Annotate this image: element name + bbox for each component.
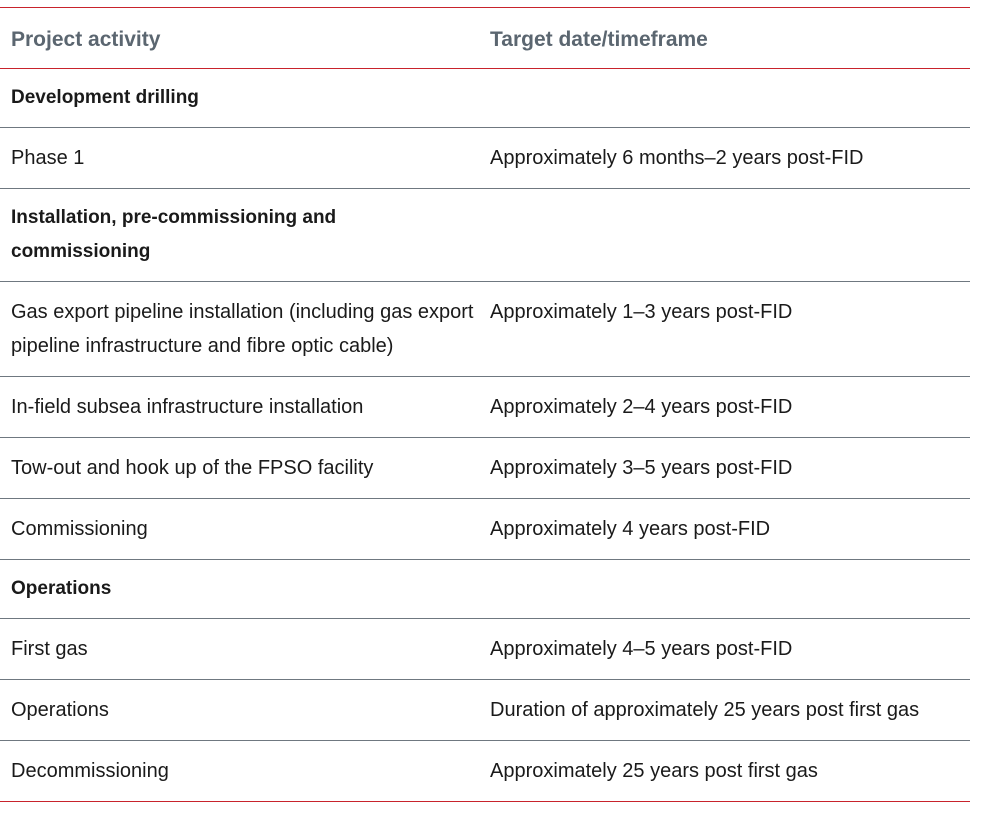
section-row: Operations [0,560,970,619]
section-row: Installation, pre-commissioning and comm… [0,189,970,282]
section-heading: Development drilling [11,87,199,108]
target-date-cell: Approximately 25 years post first gas [490,760,818,782]
target-date-cell [480,560,970,619]
activity-cell: First gas [11,638,88,660]
activity-cell: Tow-out and hook up of the FPSO facility [11,457,374,479]
target-date-cell: Duration of approximately 25 years post … [490,699,920,721]
header-target-date: Target date/timeframe [490,28,708,51]
target-date-cell: Approximately 4–5 years post-FID [490,638,793,660]
activity-cell: In-field subsea infrastructure installat… [11,396,364,418]
activity-cell: Phase 1 [11,147,85,169]
table-row: In-field subsea infrastructure installat… [0,377,970,438]
table-row: First gas Approximately 4–5 years post-FI… [0,619,970,680]
activity-cell: Operations [11,699,109,721]
table-row: Operations Duration of approximately 25 y… [0,680,970,741]
header-project-activity: Project activity [11,28,161,51]
target-date-cell [480,69,970,128]
header-row: Project activity Target date/timeframe [0,7,970,69]
target-date-cell [480,189,970,282]
target-date-cell: Approximately 6 months–2 years post-FID [490,147,864,169]
section-row: Development drilling [0,69,970,128]
table-body: Development drilling Phase 1 Approximately… [0,69,970,802]
table-row: Decommissioning Approximately 25 years po… [0,741,970,802]
target-date-cell: Approximately 3–5 years post-FID [490,457,793,479]
table-row: Tow-out and hook up of the FPSO facility… [0,438,970,499]
activity-cell: Commissioning [11,518,148,540]
table-row: Gas export pipeline installation (includ… [0,282,970,377]
section-heading: Installation, pre-commissioning and comm… [11,207,337,262]
activity-cell: Gas export pipeline installation (includ… [11,301,474,357]
project-schedule-table-container: Project activity Target date/timeframe D… [0,7,970,802]
activity-cell: Decommissioning [11,760,169,782]
target-date-cell: Approximately 4 years post-FID [490,518,771,540]
table-header: Project activity Target date/timeframe [0,7,970,69]
section-heading: Operations [11,578,112,599]
target-date-cell: Approximately 1–3 years post-FID [490,301,793,323]
target-date-cell: Approximately 2–4 years post-FID [490,396,793,418]
table-row: Commissioning Approximately 4 years post-… [0,499,970,560]
project-schedule-table: Project activity Target date/timeframe D… [0,7,970,802]
table-row: Phase 1 Approximately 6 months–2 years po… [0,128,970,189]
